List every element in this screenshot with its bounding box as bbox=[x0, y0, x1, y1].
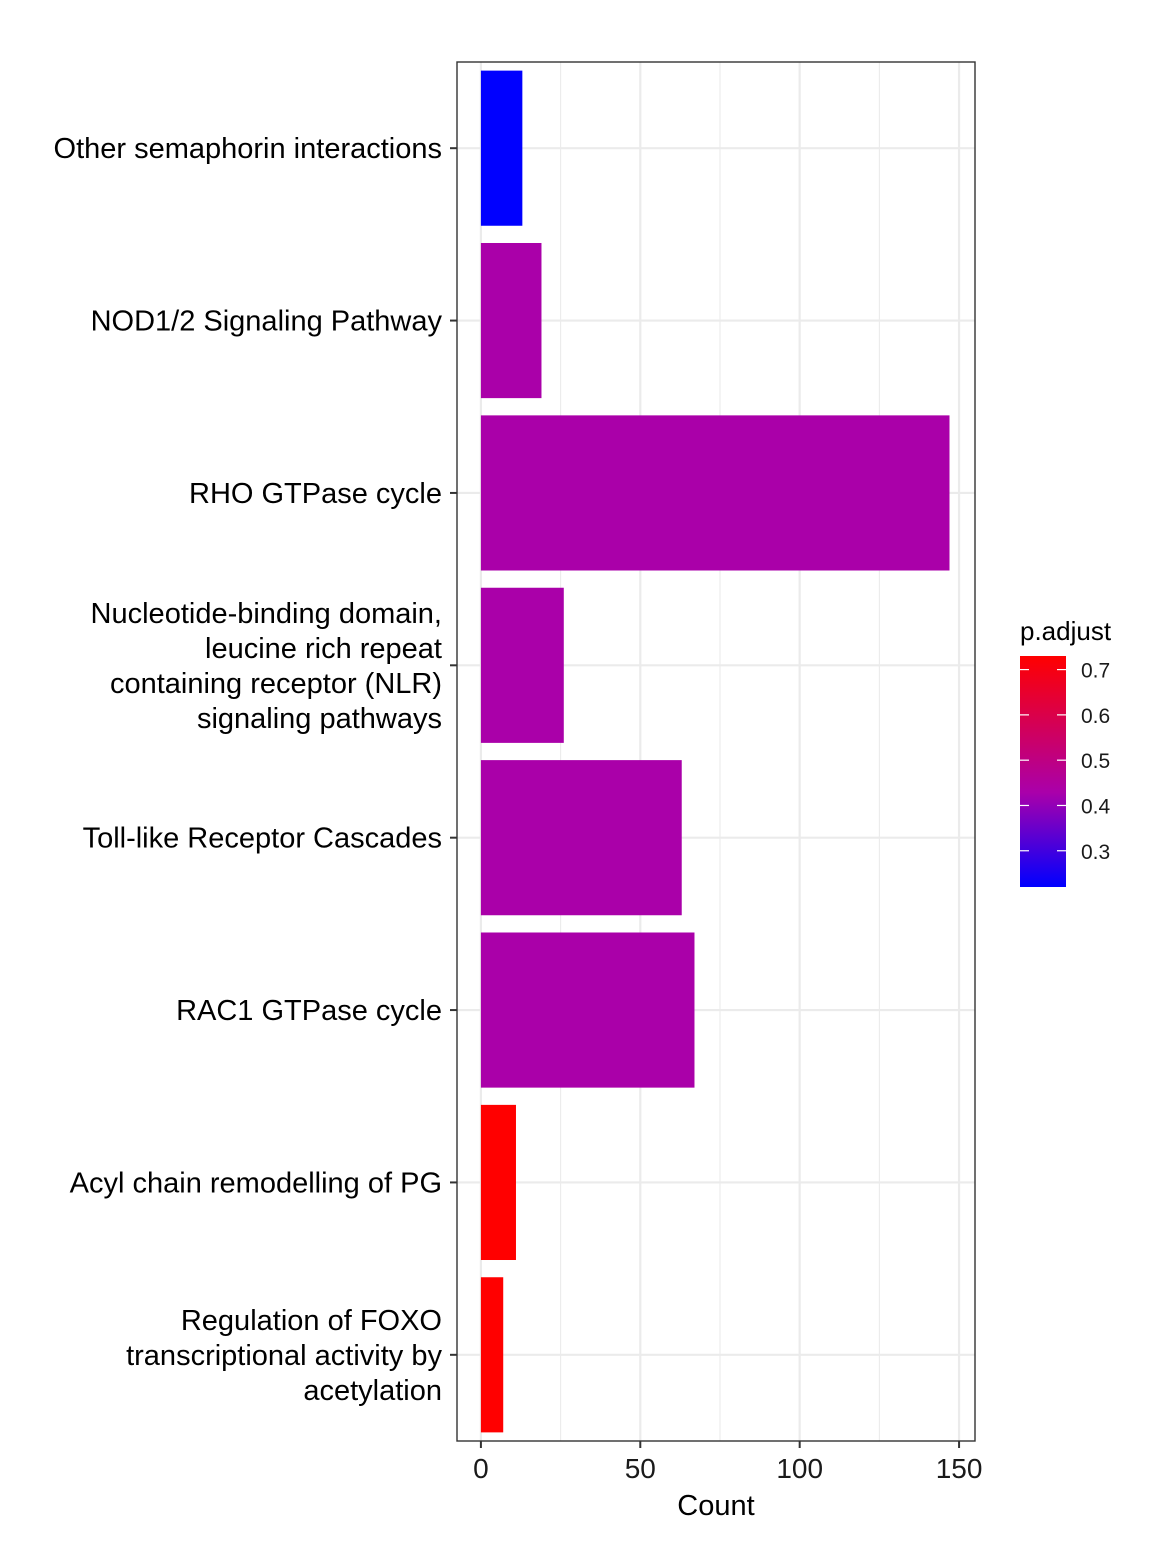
y-tick-label: Regulation of FOXO bbox=[181, 1305, 442, 1337]
panel-border bbox=[456, 61, 976, 1442]
y-tick-label: Toll-like Receptor Cascades bbox=[83, 823, 442, 855]
legend-tick-label: 0.4 bbox=[1081, 795, 1111, 818]
legend-colorbar bbox=[1020, 656, 1066, 887]
legend-tick-label: 0.3 bbox=[1081, 841, 1110, 864]
y-tick-label: acetylation bbox=[303, 1375, 442, 1407]
legend-tick-label: 0.6 bbox=[1081, 705, 1110, 728]
x-tick-label: 50 bbox=[625, 1453, 656, 1484]
y-tick-label: Other semaphorin interactions bbox=[54, 133, 442, 165]
y-tick-label: containing receptor (NLR) bbox=[110, 668, 442, 700]
y-tick-label: transcriptional activity by bbox=[126, 1340, 442, 1372]
bar bbox=[480, 1104, 516, 1261]
y-tick-label: Nucleotide-binding domain, bbox=[91, 598, 442, 630]
x-tick-label: 0 bbox=[473, 1453, 489, 1484]
bar bbox=[480, 415, 950, 571]
y-tick-label: leucine rich repeat bbox=[205, 633, 442, 665]
x-tick-label: 150 bbox=[936, 1453, 983, 1484]
x-axis-title: Count bbox=[677, 1490, 754, 1522]
y-tick-label: RHO GTPase cycle bbox=[189, 478, 442, 510]
bar bbox=[480, 242, 542, 399]
legend-title: p.adjust bbox=[1020, 616, 1112, 646]
bar bbox=[480, 932, 695, 1088]
x-axis: 0 50 100 150 bbox=[473, 1441, 982, 1484]
legend-tick-label: 0.7 bbox=[1081, 660, 1110, 683]
y-axis: Other semaphorin interactions NOD1/2 Sign… bbox=[54, 133, 457, 1407]
legend-tick-label: 0.5 bbox=[1081, 750, 1110, 773]
bar bbox=[480, 1277, 504, 1433]
y-tick-label: NOD1/2 Signaling Pathway bbox=[91, 306, 443, 338]
bar bbox=[480, 70, 523, 226]
bar bbox=[480, 587, 564, 743]
legend: p.adjust 0.3 0.4 0.5 0.6 0.7 bbox=[1020, 616, 1112, 887]
y-tick-label: Acyl chain remodelling of PG bbox=[70, 1167, 442, 1199]
y-tick-label: signaling pathways bbox=[197, 703, 442, 735]
bar bbox=[480, 760, 682, 916]
legend-ticks: 0.3 0.4 0.5 0.6 0.7 bbox=[1020, 660, 1111, 864]
y-tick-label: RAC1 GTPase cycle bbox=[176, 995, 442, 1027]
bar-layer bbox=[480, 70, 950, 1433]
x-tick-label: 100 bbox=[776, 1453, 823, 1484]
